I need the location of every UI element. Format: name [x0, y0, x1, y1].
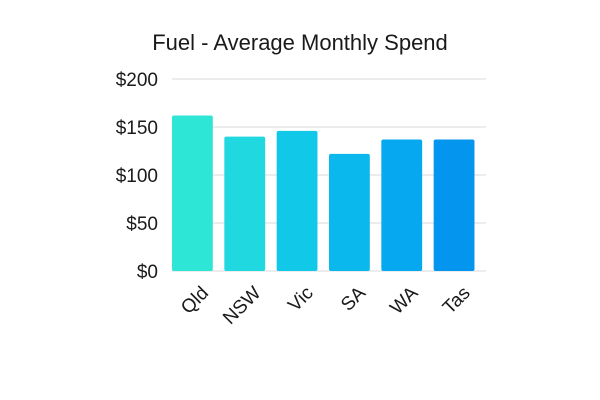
- y-tick-label: $150: [116, 118, 158, 139]
- x-tick-label: Qld: [177, 283, 213, 319]
- y-tick-label: $0: [137, 262, 158, 283]
- x-axis-labels: Qld NSW Vic SA WA Tas: [177, 283, 474, 329]
- y-tick-label: $200: [116, 70, 158, 91]
- bar-nsw: [224, 136, 266, 271]
- y-tick-label: $100: [116, 166, 158, 187]
- bar-vic: [276, 130, 318, 271]
- bars: [172, 115, 475, 271]
- x-tick-label: Tas: [439, 283, 475, 319]
- x-tick-label: Vic: [284, 283, 317, 316]
- y-tick-label: $50: [126, 214, 158, 235]
- bar-wa: [381, 139, 423, 271]
- chart-title: Fuel - Average Monthly Spend: [152, 30, 448, 55]
- x-tick-label: WA: [386, 283, 422, 319]
- y-axis-ticks: $0 $50 $100 $150 $200: [116, 70, 158, 283]
- bar-qld: [172, 115, 213, 271]
- x-tick-label: NSW: [219, 283, 265, 329]
- bar-sa: [329, 153, 370, 271]
- bar-tas: [433, 139, 475, 271]
- x-tick-label: SA: [337, 283, 370, 316]
